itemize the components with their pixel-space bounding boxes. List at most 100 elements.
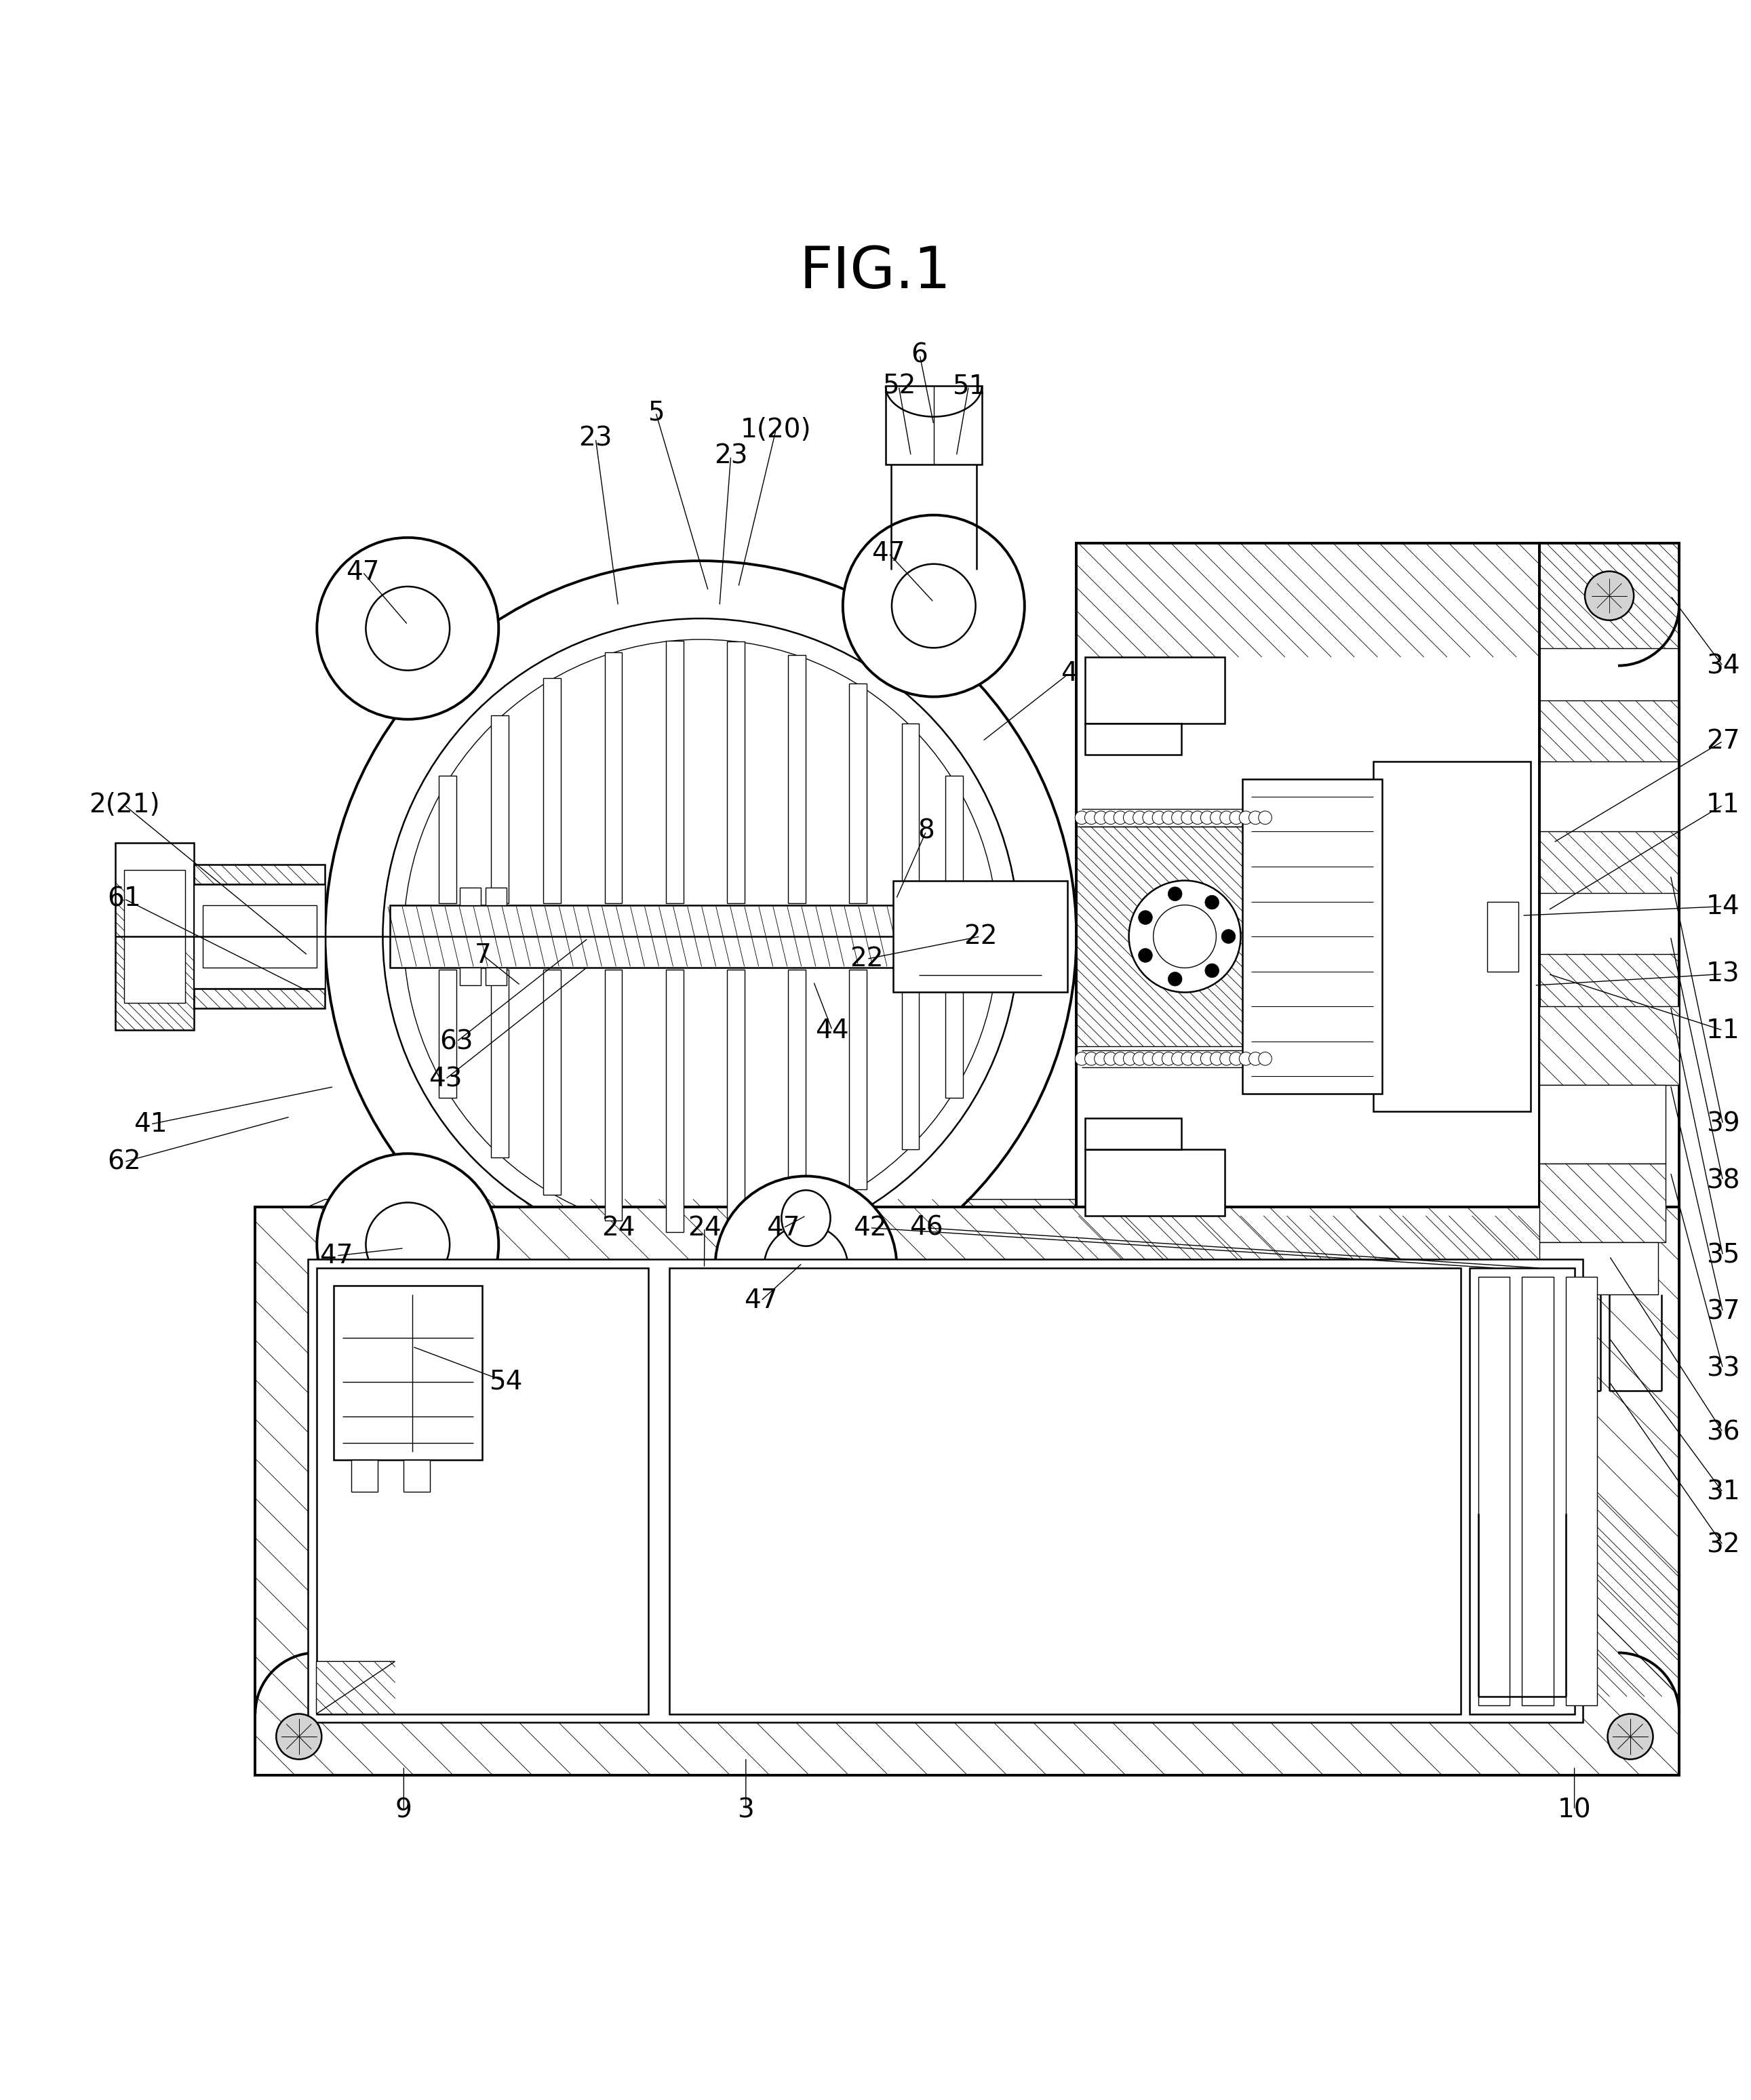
Bar [1077,544,1539,1329]
Bar [946,970,963,1098]
Text: 24: 24 [688,1216,721,1241]
Circle shape [317,1153,499,1336]
Bar [1522,1277,1553,1705]
Bar [1077,827,1278,1046]
Bar [1086,1117,1182,1149]
Circle shape [326,561,1077,1312]
Circle shape [1259,1052,1271,1065]
Circle shape [1138,911,1152,924]
Bar [1487,901,1518,972]
Bar [352,1460,378,1491]
Bar [902,722,919,903]
Text: 41: 41 [133,1111,168,1136]
Bar [604,970,622,1220]
Circle shape [1168,886,1182,901]
Bar [849,683,867,903]
Text: 24: 24 [601,1216,636,1241]
Circle shape [1182,811,1194,825]
Bar [1565,1277,1597,1705]
Circle shape [1154,905,1217,968]
Bar [902,970,919,1149]
Circle shape [1143,1052,1156,1065]
Circle shape [366,1203,450,1287]
Circle shape [1124,1052,1136,1065]
Text: 4: 4 [1061,662,1077,687]
Bar [440,970,457,1098]
Bar [440,775,457,903]
Circle shape [317,538,499,720]
Bar [124,869,186,1004]
Bar [1086,1149,1226,1216]
Bar [203,905,317,968]
Text: 63: 63 [440,1029,473,1054]
Circle shape [1210,811,1224,825]
Bar [788,655,805,903]
Bar [461,888,480,905]
Bar [194,865,326,1008]
Text: 54: 54 [489,1369,522,1394]
Text: 47: 47 [347,559,380,586]
Circle shape [1240,811,1252,825]
Text: 5: 5 [648,399,664,424]
Circle shape [1129,880,1241,993]
Bar [490,970,508,1157]
Circle shape [1114,811,1128,825]
Circle shape [1182,1052,1194,1065]
Text: 35: 35 [1705,1243,1740,1268]
Bar [543,678,560,903]
Bar [665,640,683,903]
Text: 38: 38 [1705,1168,1740,1193]
Bar [194,884,326,989]
Circle shape [1084,811,1098,825]
Text: 47: 47 [767,1216,800,1241]
Text: 2(21): 2(21) [89,792,159,817]
Circle shape [1220,1052,1233,1065]
Circle shape [1201,811,1213,825]
Text: 42: 42 [853,1216,886,1241]
Bar [1539,544,1679,1697]
Text: 39: 39 [1705,1111,1740,1136]
Ellipse shape [277,1714,322,1760]
Bar [1539,1086,1665,1163]
Circle shape [1133,1052,1147,1065]
Text: 10: 10 [1558,1798,1592,1823]
Circle shape [1171,1052,1185,1065]
Circle shape [1114,1052,1128,1065]
Bar [1373,762,1530,1111]
Bar [727,970,744,1231]
Circle shape [1220,811,1233,825]
Ellipse shape [1607,1714,1653,1760]
Circle shape [1168,972,1182,987]
Text: 37: 37 [1705,1300,1740,1325]
Bar [334,1285,482,1460]
Bar [788,970,805,1218]
Text: 8: 8 [918,819,935,844]
Text: 27: 27 [1705,729,1740,754]
Bar [665,970,683,1233]
Circle shape [1124,811,1136,825]
Circle shape [383,620,1019,1254]
Circle shape [1240,1052,1252,1065]
Circle shape [891,565,975,647]
Text: 23: 23 [580,426,613,452]
Text: 47: 47 [320,1243,354,1268]
Text: 31: 31 [1705,1480,1740,1506]
Text: 52: 52 [883,374,916,399]
Bar [669,1268,1460,1714]
Bar [485,888,506,905]
Circle shape [1084,1052,1098,1065]
Circle shape [366,586,450,670]
Circle shape [1171,811,1185,825]
Circle shape [1075,811,1089,825]
Text: 3: 3 [737,1798,755,1823]
Bar [490,716,508,903]
Text: 11: 11 [1705,1018,1740,1044]
Text: 61: 61 [107,886,142,911]
Circle shape [1259,811,1271,825]
Circle shape [1205,895,1219,909]
Bar [390,905,1014,968]
Circle shape [1138,949,1152,962]
Circle shape [1143,811,1156,825]
Bar [1539,1006,1679,1086]
Text: 7: 7 [475,943,492,968]
